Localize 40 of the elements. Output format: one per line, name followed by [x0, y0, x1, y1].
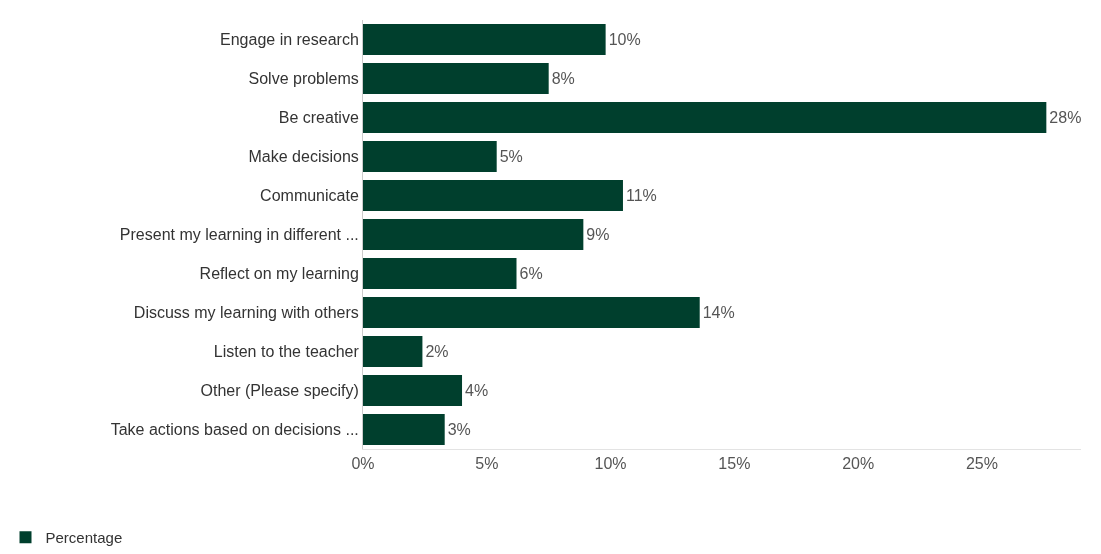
bar: [363, 62, 549, 95]
bar: [363, 179, 623, 212]
x-tick-label: 15%: [718, 455, 751, 473]
y-tick-label: Listen to the teacher: [213, 343, 360, 361]
data-label: 11%: [625, 187, 657, 204]
legend-label: Percentage: [45, 529, 123, 547]
bar: [363, 140, 497, 173]
x-tick-label: 5%: [475, 455, 499, 473]
x-tick-label: 20%: [842, 455, 875, 473]
y-tick-label: Present my learning in different ...: [119, 226, 359, 244]
data-label: 10%: [608, 31, 641, 48]
bar: [363, 218, 584, 251]
data-label: 3%: [447, 421, 471, 438]
y-tick-label: Be creative: [278, 109, 359, 127]
bar: [363, 296, 700, 329]
x-tick-label: 0%: [351, 455, 375, 473]
bar: [363, 335, 423, 368]
data-label: 14%: [702, 304, 735, 321]
bar: [363, 413, 445, 446]
x-tick-label: 10%: [594, 455, 627, 473]
bar: [363, 374, 463, 407]
data-label: 2%: [425, 343, 449, 360]
y-tick-label: Engage in research: [220, 31, 359, 49]
y-tick-label: Take actions based on decisions ...: [110, 421, 359, 439]
bar: [363, 257, 517, 290]
data-label: 4%: [465, 382, 489, 399]
data-label: 8%: [551, 70, 575, 87]
x-tick-label: 25%: [965, 455, 998, 473]
data-label: 9%: [586, 226, 610, 243]
bar: [363, 23, 606, 56]
data-label: 6%: [519, 265, 543, 282]
y-tick-label: Discuss my learning with others: [133, 304, 359, 322]
y-tick-label: Other (Please specify): [200, 382, 359, 400]
data-label: 5%: [499, 148, 523, 165]
data-label: 28%: [1049, 109, 1082, 126]
y-tick-label: Reflect on my learning: [199, 265, 359, 283]
y-tick-label: Make decisions: [248, 148, 359, 166]
bar: [363, 101, 1047, 134]
y-tick-label: Communicate: [260, 187, 359, 205]
y-tick-label: Solve problems: [248, 70, 359, 88]
